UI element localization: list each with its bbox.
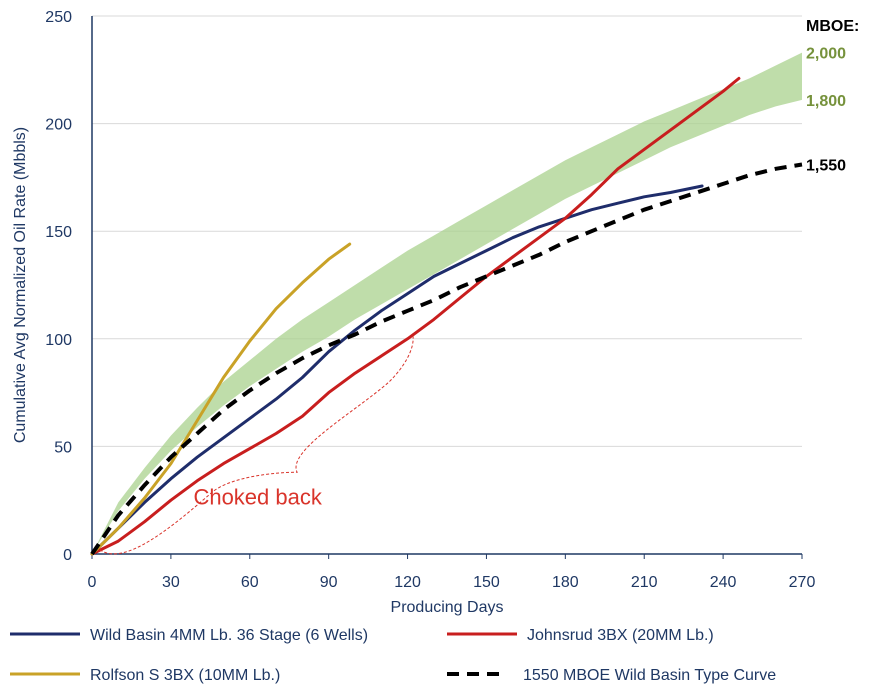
series-line-3 [90, 162, 803, 556]
x-tick-label-270: 270 [789, 574, 816, 591]
mboe-heading: MBOE: [806, 18, 859, 35]
mboe-label-2: 1,550 [806, 157, 846, 174]
legend-label-2: Rolfson S 3BX (10MM Lb.) [90, 667, 280, 684]
y-tick-label-100: 100 [45, 332, 72, 349]
legend: Wild Basin 4MM Lb. 36 Stage (6 Wells) Joh… [10, 627, 776, 684]
x-axis-title: Producing Days [391, 599, 504, 616]
band-area [92, 52, 802, 554]
mboe-label-1: 1,800 [806, 93, 846, 110]
legend-label-0: Wild Basin 4MM Lb. 36 Stage (6 Wells) [90, 627, 368, 644]
x-tick-label-0: 0 [88, 574, 97, 591]
annotation-bracket [99, 334, 414, 555]
x-tick-label-120: 120 [394, 574, 421, 591]
series-line-2 [90, 242, 352, 556]
x-tick-label-30: 30 [162, 574, 180, 591]
annotation-group: Choked back [99, 334, 414, 555]
mboe-label-0: 2,000 [806, 46, 846, 63]
legend-label-1: Johnsrud 3BX (20MM Lb.) [527, 627, 714, 644]
y-tick-label-50: 50 [54, 439, 72, 456]
annotation-choked-back: Choked back [193, 485, 322, 510]
series-line-1 [90, 76, 741, 556]
mboe-range-band [92, 52, 802, 554]
mboe-labels: MBOE: 2,000 1,800 1,550 [806, 18, 859, 174]
y-tick-label-200: 200 [45, 117, 72, 134]
x-tick-label-150: 150 [473, 574, 500, 591]
y-tick-label-250: 250 [45, 9, 72, 26]
axes [91, 16, 803, 559]
x-tick-label-210: 210 [631, 574, 658, 591]
x-tick-label-180: 180 [552, 574, 579, 591]
series-lines [90, 76, 803, 556]
x-tick-label-60: 60 [241, 574, 259, 591]
tick-labels: 0 50 100 150 200 250 0 30 60 90 120 150 180 210 240 270 [45, 9, 815, 591]
y-axis-title: Cumulative Avg Normalized Oil Rate (Mbbl… [12, 127, 29, 443]
y-tick-label-0: 0 [63, 547, 72, 564]
x-tick-label-90: 90 [320, 574, 338, 591]
x-tick-label-240: 240 [710, 574, 737, 591]
legend-label-3: 1550 MBOE Wild Basin Type Curve [523, 667, 776, 684]
series-line-0 [90, 184, 704, 556]
y-tick-label-150: 150 [45, 224, 72, 241]
